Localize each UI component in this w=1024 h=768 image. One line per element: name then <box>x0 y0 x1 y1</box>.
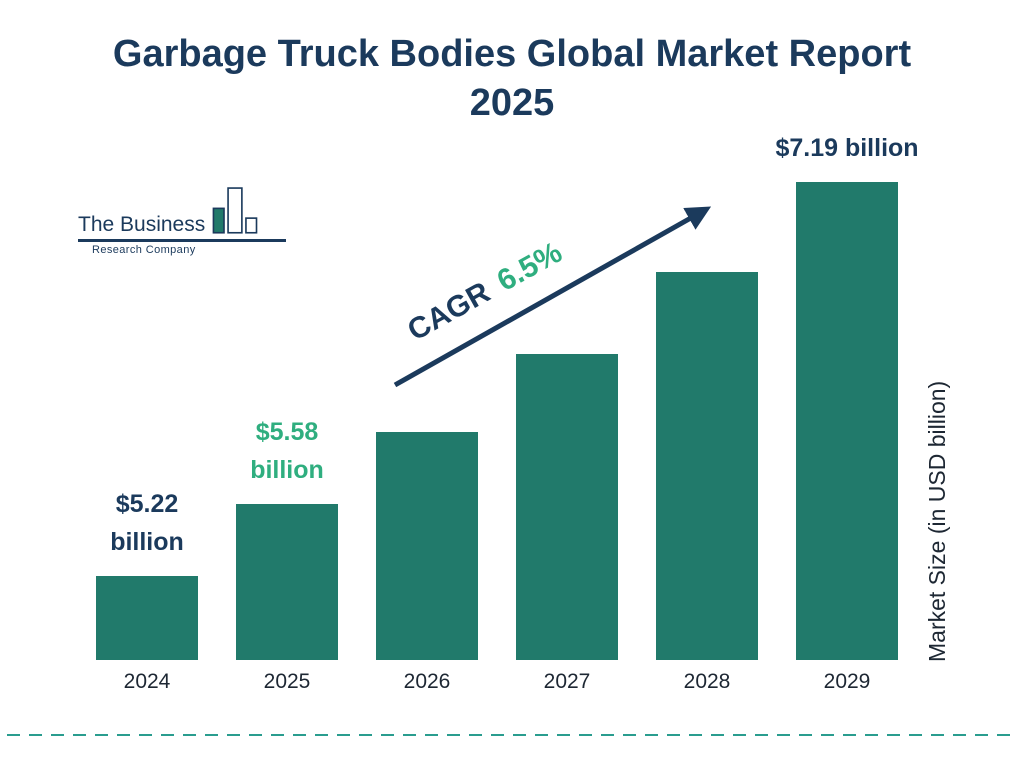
page-title-line2: 2025 <box>469 82 555 125</box>
bar-column-2024: $5.22 billion <box>96 485 198 660</box>
bar-value-label-2025: $5.58 billion <box>250 417 324 485</box>
bar-2027 <box>516 354 618 660</box>
x-tick-2027: 2027 <box>543 670 591 693</box>
x-tick-2029: 2029 <box>823 670 871 693</box>
page-title: Garbage Truck Bodies Global Market Repor… <box>0 30 1024 129</box>
x-tick-2026: 2026 <box>403 670 451 693</box>
logo-text-primary: The Business <box>78 213 206 236</box>
x-tick-2028: 2028 <box>683 670 731 693</box>
x-axis-labels: 2024 2025 2026 2027 2028 2029 <box>96 670 898 694</box>
bottom-divider <box>7 734 1017 736</box>
bar-2029 <box>796 182 898 660</box>
y-axis-title: Market Size (in USD billion) <box>924 380 950 662</box>
x-tick-2024: 2024 <box>123 670 171 693</box>
bar-2026 <box>376 432 478 660</box>
bar-value-label-2024: $5.22 billion <box>110 489 184 557</box>
bar-value-label-2029: $7.19 billion <box>775 134 919 163</box>
bar-column-2029: $7.19 billion <box>775 129 919 660</box>
bar-2028 <box>656 272 758 660</box>
page-title-line1: Garbage Truck Bodies Global Market Repor… <box>112 33 912 75</box>
bar-chart-logo-icon <box>212 187 258 234</box>
logo-underline <box>78 239 286 242</box>
bar-column-2028 <box>656 272 758 660</box>
logo-text-secondary: Research Company <box>92 244 196 256</box>
bar-column-2026 <box>376 432 478 660</box>
bar-2024 <box>96 576 198 660</box>
bar-chart: $5.22 billion $5.58 billion $7.19 billion <box>96 129 919 660</box>
x-tick-2025: 2025 <box>263 670 311 693</box>
bar-column-2027 <box>516 354 618 660</box>
company-logo: The Business Research Company <box>78 180 286 256</box>
bar-2025 <box>236 504 338 660</box>
bar-column-2025: $5.58 billion <box>236 413 338 660</box>
growth-arrow <box>393 206 712 388</box>
